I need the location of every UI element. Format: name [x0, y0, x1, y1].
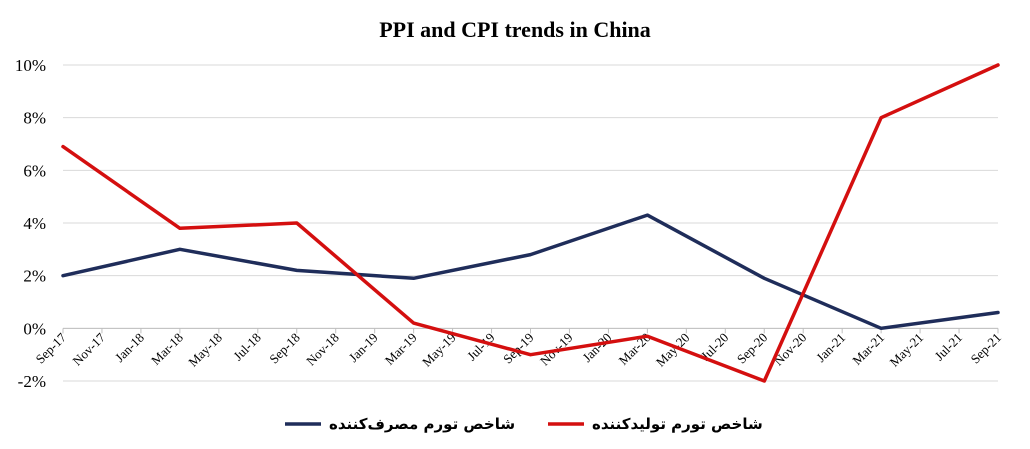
x-tick-label: Jan-18: [112, 330, 147, 365]
series-layer: [61, 63, 1000, 383]
series-line-2: [61, 63, 1000, 383]
x-tick-label: Jul-19: [464, 330, 498, 364]
x-axis: Sep-17 Nov-17 Jan-18 Mar-18 May-18 Jul-18 Sep-…: [32, 327, 1004, 370]
x-tick-label: Nov-18: [303, 330, 342, 369]
x-tick-label: Mar-19: [382, 330, 420, 368]
x-tick-label: Sep-21: [967, 330, 1004, 367]
legend-label-2: شاخص تورم تولیدکننده: [592, 415, 763, 433]
x-tick-label: Sep-18: [266, 330, 303, 367]
x-tick-label: Sep-20: [734, 330, 771, 367]
gridlines: [63, 64, 998, 382]
y-tick-label: -2%: [18, 372, 46, 391]
x-tick-label: Mar-21: [849, 330, 887, 368]
series-line-1: [61, 213, 1000, 331]
y-tick-label: 10%: [15, 56, 46, 75]
x-tick-label: May-18: [185, 330, 225, 370]
x-tick-label: May-19: [419, 330, 459, 370]
x-tick-label: Mar-18: [148, 330, 186, 368]
y-tick-label: 4%: [23, 214, 46, 233]
y-axis: 10% 8% 6% 4% 2% 0% -2%: [15, 56, 46, 391]
legend-label-1: شاخص تورم مصرف‌کننده: [329, 415, 515, 433]
x-tick-label: Jan-19: [346, 330, 381, 365]
x-tick-label: Jul-18: [230, 330, 264, 364]
x-tick-label: May-21: [886, 330, 926, 370]
chart-title: PPI and CPI trends in China: [379, 17, 651, 42]
x-tick-label: Jul-21: [932, 330, 966, 364]
y-tick-label: 0%: [23, 319, 46, 338]
x-tick-label: Nov-20: [771, 330, 810, 369]
legend: شاخص تورم مصرف‌کننده شاخص تورم تولیدکننده: [285, 415, 763, 433]
y-tick-label: 6%: [23, 161, 46, 180]
y-tick-label: 8%: [23, 109, 46, 128]
x-tick-label: Jan-21: [813, 330, 848, 365]
y-tick-label: 2%: [23, 267, 46, 286]
x-tick-label: Nov-17: [69, 329, 108, 368]
